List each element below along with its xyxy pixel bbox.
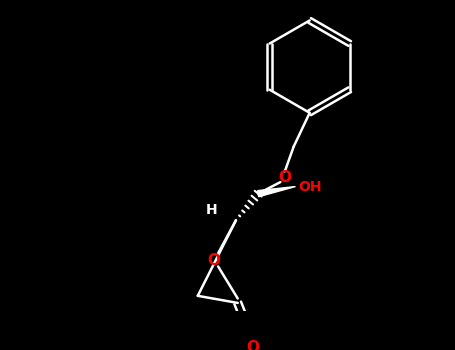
Text: OH: OH — [298, 180, 321, 194]
Text: H: H — [205, 203, 217, 217]
Polygon shape — [258, 187, 295, 197]
Text: O: O — [278, 170, 291, 185]
Text: O: O — [207, 253, 220, 268]
Text: O: O — [246, 340, 259, 350]
